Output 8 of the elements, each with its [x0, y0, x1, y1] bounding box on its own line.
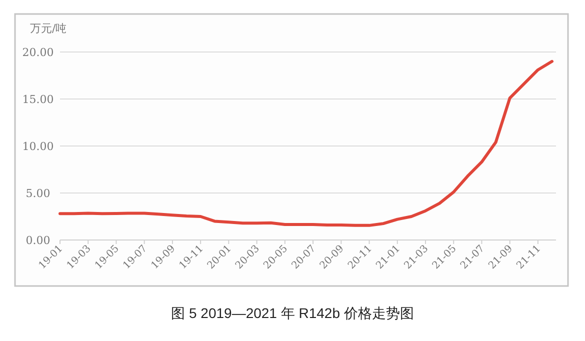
line-series [58, 60, 554, 227]
y-tick-label: 20.00 [22, 46, 54, 59]
y-axis-title: 万元/吨 [30, 22, 67, 35]
y-tick-label: 15.00 [22, 93, 54, 106]
text: 图 5 2019—2021 年 R142b 价格走势图 [171, 305, 414, 321]
y-tick-label: 10.00 [22, 140, 54, 153]
y-tick-label: 0.00 [26, 234, 50, 247]
y-tick-label: 5.00 [26, 187, 50, 200]
